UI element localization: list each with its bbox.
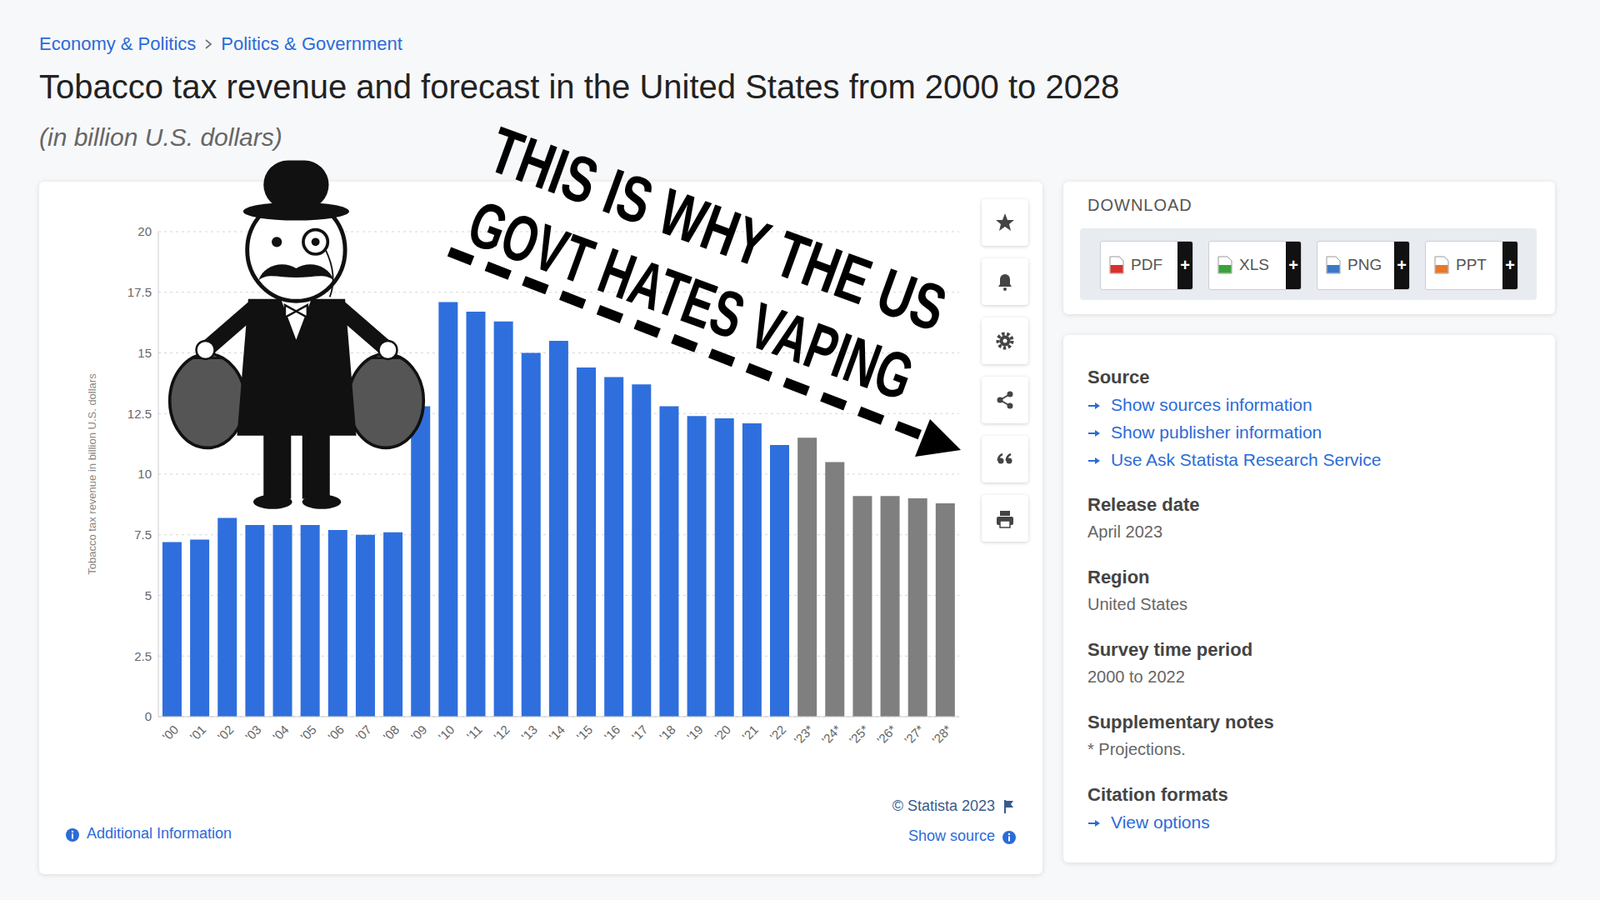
svg-text:15: 15 — [137, 345, 152, 360]
svg-text:'02: '02 — [215, 722, 237, 745]
html-text:Source: Source — [1087, 366, 1150, 388]
svg-text:'20: '20 — [711, 722, 734, 745]
html-text:PPT: PPT — [1455, 255, 1487, 274]
html-text:Politics & Government: Politics & Government — [221, 33, 403, 55]
html-text:PDF: PDF — [1130, 255, 1163, 274]
svg-text:'18: '18 — [656, 722, 679, 745]
html-text:DOWNLOAD: DOWNLOAD — [1087, 195, 1193, 215]
svg-text:GOVT HATES VAPING: GOVT HATES VAPING — [459, 185, 923, 415]
html-text:April 2023: April 2023 — [1087, 522, 1163, 541]
svg-text:'00: '00 — [159, 722, 181, 745]
html-text:Additional Information: Additional Information — [86, 825, 232, 842]
svg-text:12.5: 12.5 — [127, 406, 152, 421]
svg-text:7.5: 7.5 — [134, 527, 152, 542]
svg-text:'16: '16 — [601, 722, 624, 745]
svg-text:'09: '09 — [408, 722, 430, 745]
html-text:Economy & Politics: Economy & Politics — [39, 33, 197, 55]
svg-text:'06: '06 — [325, 722, 347, 745]
svg-text:'03: '03 — [242, 722, 265, 745]
html-text:XLS: XLS — [1239, 255, 1270, 274]
svg-text:'25*: '25* — [846, 721, 872, 747]
html-text:* Projections.: * Projections. — [1087, 740, 1186, 759]
svg-text:'26*: '26* — [874, 721, 900, 747]
svg-text:20: 20 — [137, 224, 152, 239]
svg-text:'28*: '28* — [929, 721, 955, 747]
svg-text:'04: '04 — [270, 722, 292, 745]
svg-text:10: 10 — [137, 466, 152, 481]
svg-text:'11: '11 — [464, 722, 485, 744]
html-text:United States: United States — [1087, 595, 1188, 614]
html-text:Survey time period: Survey time period — [1087, 639, 1253, 660]
svg-text:'05: '05 — [297, 722, 320, 745]
svg-text:'15: '15 — [573, 722, 595, 745]
svg-text:'01: '01 — [186, 722, 209, 745]
html-text:Use Ask Statista Research Serv: Use Ask Statista Research Service — [1110, 450, 1382, 470]
svg-text:'12: '12 — [490, 722, 513, 745]
html-text:Show publisher information: Show publisher information — [1110, 422, 1322, 442]
svg-text:'27*: '27* — [901, 721, 927, 747]
svg-text:'23*: '23* — [790, 721, 816, 747]
svg-text:Tobacco tax revenue in billion: Tobacco tax revenue in billion U.S. doll… — [85, 373, 99, 575]
html-text:Release date: Release date — [1087, 494, 1200, 515]
svg-text:'17: '17 — [629, 722, 651, 745]
html-text:Citation formats: Citation formats — [1087, 784, 1229, 805]
svg-text:'07: '07 — [352, 722, 375, 745]
svg-text:0: 0 — [145, 709, 152, 724]
svg-text:'22: '22 — [766, 722, 789, 745]
svg-text:'24*: '24* — [819, 721, 845, 747]
html-text:Show source: Show source — [908, 827, 995, 845]
svg-text:'21: '21 — [739, 722, 761, 745]
html-text:Region: Region — [1087, 566, 1150, 588]
html-text:© Statista 2023: © Statista 2023 — [892, 797, 995, 815]
svg-text:5: 5 — [145, 588, 152, 603]
html-text:Tobacco tax revenue and foreca: Tobacco tax revenue and forecast in the … — [39, 68, 1120, 105]
svg-text:THIS IS WHY THE US: THIS IS WHY THE US — [480, 112, 955, 345]
svg-text:'14: '14 — [545, 722, 568, 745]
svg-text:'19: '19 — [684, 722, 706, 745]
svg-text:'10: '10 — [435, 722, 458, 745]
html-text:(in billion U.S. dollars): (in billion U.S. dollars) — [39, 123, 283, 151]
html-text:Supplementary notes: Supplementary notes — [1087, 711, 1274, 733]
svg-text:'13: '13 — [518, 722, 540, 745]
svg-text:17.5: 17.5 — [127, 285, 152, 300]
svg-text:'08: '08 — [380, 722, 402, 745]
html-text:View options: View options — [1110, 812, 1210, 832]
html-text:2000 to 2022: 2000 to 2022 — [1087, 667, 1185, 686]
html-text:PNG: PNG — [1347, 255, 1382, 274]
html-text:Show sources information: Show sources information — [1110, 395, 1313, 415]
svg-text:2.5: 2.5 — [134, 649, 152, 664]
